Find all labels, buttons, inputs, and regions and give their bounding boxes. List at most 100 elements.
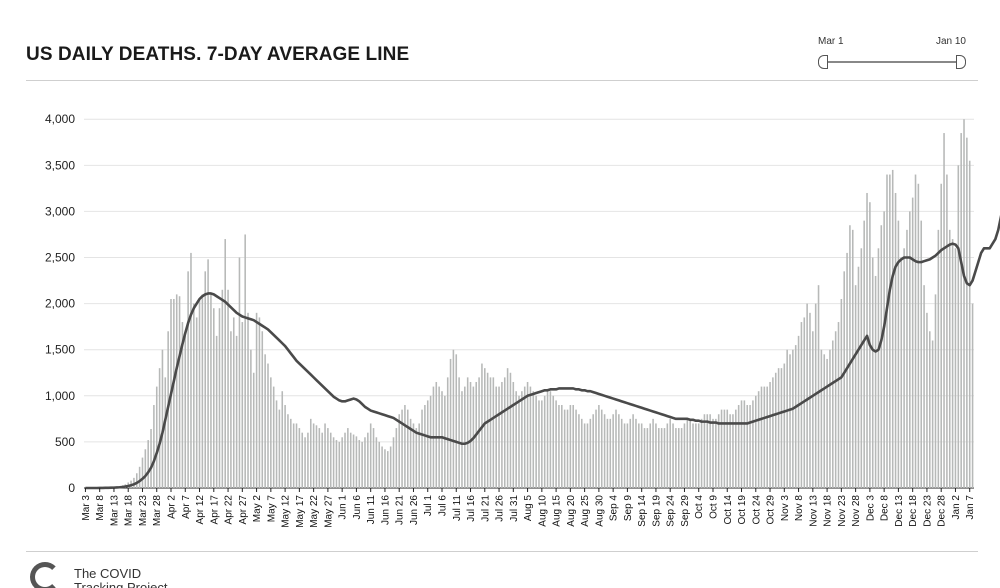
bar [760,386,763,488]
bar [364,437,366,488]
bar [244,234,246,488]
bar [304,437,306,488]
x-tick-label: Sep 29 [680,495,691,527]
line-7-day-average [85,214,1000,490]
bar [301,432,304,488]
x-tick-label: Jun 16 [380,495,391,525]
bar [369,423,372,488]
bar [646,428,649,488]
bar [224,239,226,488]
y-axis-ticks: 0 500 1,000 1,500 2,000 2,500 3,000 3,500 4,000 [45,112,75,495]
bar [572,405,574,488]
bar [358,440,361,488]
bar [512,381,515,488]
x-tick-label: Jun 1 [338,495,349,520]
bar [780,368,783,488]
x-tick-label: Jan 7 [965,495,976,520]
bar [272,386,275,488]
bar [255,312,258,488]
y-tick-label: 0 [68,481,75,495]
x-tick-label: May 27 [323,495,334,528]
x-tick-label: Jun 6 [352,495,363,520]
bar [829,349,831,488]
bar [766,386,768,488]
bar [800,322,803,488]
bar [709,414,711,488]
bar [914,174,917,488]
x-tick-label: Mar 28 [152,495,163,527]
bar [911,197,914,488]
bar [754,395,757,488]
y-tick-label: 500 [55,435,75,449]
bar [541,400,543,488]
date-range-slider[interactable]: Mar 1 Jan 10 [812,36,972,74]
bar [461,391,463,488]
y-tick-label: 1,500 [45,343,75,357]
bar [786,349,788,488]
bar [923,285,925,488]
bar [723,409,726,488]
bar [287,414,289,488]
bar [543,395,546,488]
bar [187,271,189,488]
bar [418,423,420,488]
bar [620,418,623,488]
bar [347,428,349,488]
bar [327,428,329,488]
x-tick-label: Dec 18 [908,495,919,527]
bar [820,349,823,488]
bar [404,405,406,488]
bar [329,432,332,488]
bar [946,174,948,488]
x-tick-label: Apr 22 [224,495,235,525]
bars-daily-deaths [98,119,974,489]
bar [284,405,286,488]
x-tick-label: Oct 29 [766,495,777,525]
bar [592,414,594,488]
bar [486,372,489,488]
bar [680,428,683,488]
bar [700,418,703,488]
x-tick-label: Mar 18 [124,495,135,527]
bar [655,423,657,488]
bar [201,294,204,488]
covid-tracking-project-logo: The COVID Tracking Project [30,560,200,588]
bar [726,409,729,488]
bar [586,423,589,488]
bar [971,303,974,488]
bar [341,437,343,488]
bar [683,423,686,488]
bar [335,440,338,488]
x-tick-label: Sep 19 [651,495,662,527]
bar [561,405,563,488]
bar [355,436,358,488]
bar [384,449,386,488]
bar [378,441,381,488]
bar [623,423,626,488]
bar [889,174,891,488]
bar [501,381,503,488]
y-tick-label: 2,500 [45,251,75,265]
bar [164,377,167,488]
x-tick-label: Jan 2 [951,495,962,520]
bar [632,414,634,488]
bar [675,428,677,488]
slider-handle-end[interactable] [956,55,966,69]
bar [837,322,840,488]
bar [929,331,931,488]
bar [706,414,709,488]
bar [135,473,138,488]
x-tick-label: Mar 13 [109,495,120,527]
bar [250,349,252,488]
bar [141,457,144,488]
bar [389,446,392,488]
bar [589,418,592,488]
slider-end-label: Jan 10 [935,36,966,47]
slider-handle-start[interactable] [818,55,828,69]
bar [315,425,318,488]
bar [518,395,520,488]
bar [318,428,321,488]
x-tick-label: Sep 9 [623,495,634,522]
x-tick-label: Jun 21 [395,495,406,525]
slider-track[interactable] [824,61,960,63]
